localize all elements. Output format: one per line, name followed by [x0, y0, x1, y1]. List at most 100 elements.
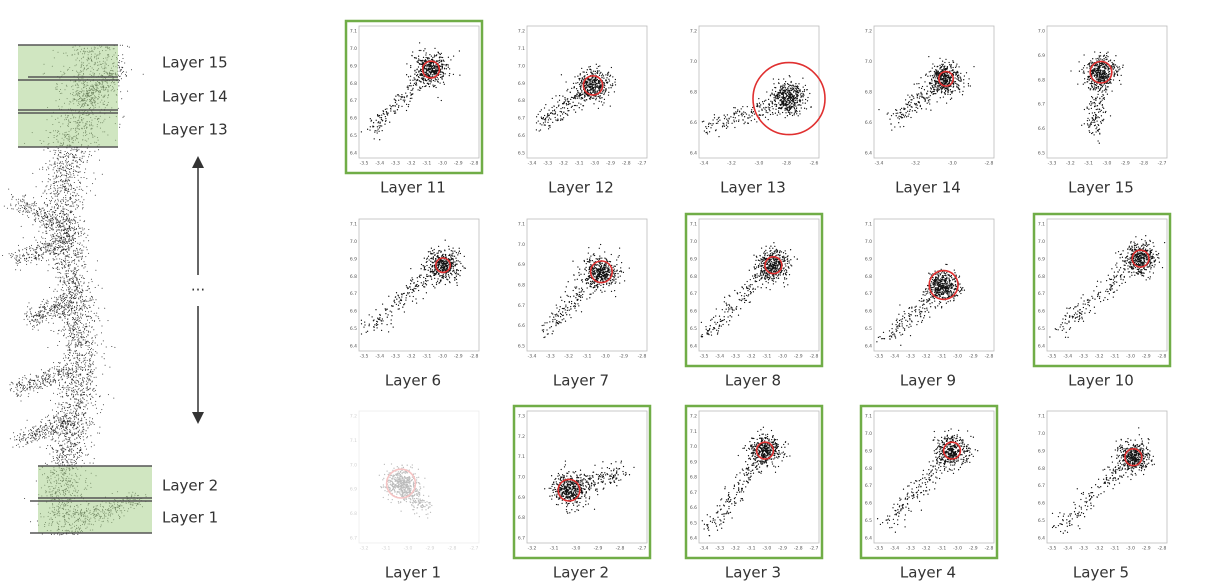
x-tick-label: -3.1 [762, 354, 771, 360]
y-tick-label: 6.7 [1038, 102, 1045, 108]
x-tick-label: -3.3 [546, 354, 555, 360]
x-tick-label: -3.3 [391, 354, 400, 360]
y-tick-label: 6.4 [865, 344, 872, 350]
plot-area [358, 218, 480, 352]
x-tick-label: -2.8 [985, 161, 994, 167]
y-tick-label: 6.8 [350, 511, 357, 517]
y-tick-label: 6.7 [350, 536, 357, 542]
y-tick-label: 6.7 [1038, 483, 1045, 489]
band-lines [18, 44, 152, 534]
x-tick-label: -3.2 [559, 161, 568, 167]
x-tick-label: -2.7 [1158, 161, 1167, 167]
y-tick-label: 7.2 [865, 29, 872, 35]
x-tick-label: -2.9 [1121, 161, 1130, 167]
x-tick-label: -3.2 [564, 354, 573, 360]
x-tick-label: -3.2 [528, 546, 537, 552]
y-tick-label: 6.8 [350, 81, 357, 87]
y-tick-label: 7.0 [690, 239, 697, 245]
y-tick-label: 6.7 [518, 303, 525, 309]
panel-caption: Layer 13 [720, 179, 786, 197]
selected-frame [684, 212, 824, 368]
y-tick-label: 6.6 [518, 133, 525, 139]
points [360, 239, 466, 335]
y-tick-label: 6.9 [350, 256, 357, 262]
y-tick-label: 6.9 [350, 487, 357, 493]
x-tick-label: -3.5 [700, 354, 709, 360]
selected-frame [684, 404, 824, 560]
panel-caption: Layer 10 [1068, 372, 1134, 390]
x-tick-label: -3.4 [1063, 354, 1072, 360]
ellipsis: ... [191, 277, 205, 295]
x-tick-label: -2.8 [470, 354, 479, 360]
y-tick-label: 7.1 [518, 454, 525, 460]
y-tick-label: 7.0 [518, 63, 525, 69]
x-tick-label: -3.2 [1066, 161, 1075, 167]
y-tick-label: 6.6 [690, 505, 697, 511]
y-tick-label: 6.5 [518, 151, 525, 157]
x-tick-label: -2.9 [454, 161, 463, 167]
points [378, 463, 433, 519]
y-tick-label: 6.8 [690, 475, 697, 481]
x-tick-label: -3.2 [747, 354, 756, 360]
y-tick-label: 6.4 [1038, 536, 1045, 542]
y-tick-label: 6.4 [690, 344, 697, 350]
y-tick-label: 7.1 [865, 222, 872, 228]
scatter-panel: -3.2 -3.1 -3.0 -2.9 -2.8 -2.7 6.7 6.8 6.9 7.0 7.1 7… [350, 410, 480, 552]
panel-caption: Layer 14 [895, 179, 961, 197]
y-tick-label: 6.8 [865, 90, 872, 96]
x-tick-label: -3.4 [875, 161, 884, 167]
x-tick-label: -2.9 [606, 161, 615, 167]
scatter-panel: -3.4 -3.3 -3.2 -3.1 -3.0 -2.9 -2.8 -2.7 6.4 6.5 6.… [690, 410, 820, 552]
x-tick-label: -2.8 [1158, 546, 1167, 552]
x-tick-label: -3.4 [890, 354, 899, 360]
plot-area [1046, 25, 1168, 159]
x-tick-label: -3.4 [1063, 546, 1072, 552]
y-tick-label: 7.2 [690, 29, 697, 35]
y-tick-label: 6.9 [1038, 53, 1045, 59]
plot-area [526, 218, 648, 352]
scatter-panel: -3.5 -3.4 -3.3 -3.2 -3.1 -3.0 -2.9 -2.8 6.4 6.5 6.… [350, 25, 480, 167]
y-tick-label: 6.6 [1038, 126, 1045, 132]
y-tick-label: 7.1 [690, 429, 697, 435]
panel-caption: Layer 3 [725, 564, 781, 582]
plot-area [358, 410, 480, 544]
y-tick-label: 6.8 [350, 274, 357, 280]
highlight-circle [1124, 448, 1143, 467]
x-tick-label: -3.2 [727, 161, 736, 167]
x-tick-label: -3.4 [715, 354, 724, 360]
x-tick-label: -3.2 [922, 354, 931, 360]
x-tick-label: -3.0 [1126, 354, 1135, 360]
y-tick-label: 6.6 [1038, 501, 1045, 507]
y-tick-label: 7.1 [1038, 222, 1045, 228]
y-tick-label: 6.8 [518, 283, 525, 289]
x-tick-label: -2.9 [969, 354, 978, 360]
y-tick-label: 7.2 [690, 414, 697, 420]
scatter-panel: -3.5 -3.4 -3.3 -3.2 -3.1 -3.0 -2.9 -2.8 6.4 6.5 6.… [690, 218, 820, 360]
y-tick-label: 6.4 [350, 151, 357, 157]
highlight-circle [557, 478, 581, 502]
y-tick-label: 7.1 [350, 222, 357, 228]
panel-caption: Layer 12 [548, 179, 614, 197]
x-tick-label: -2.8 [622, 161, 631, 167]
x-tick-label: -3.5 [360, 354, 369, 360]
highlight-circle [589, 260, 614, 284]
x-tick-label: -3.1 [1084, 161, 1093, 167]
y-tick-label: 6.8 [865, 274, 872, 280]
y-tick-label: 6.6 [518, 323, 525, 329]
y-tick-label: 7.2 [518, 434, 525, 440]
y-tick-label: 7.0 [518, 475, 525, 481]
x-tick-label: -3.2 [407, 354, 416, 360]
x-tick-label: -3.0 [948, 161, 957, 167]
x-tick-label: -3.4 [528, 161, 537, 167]
scatter-panel: -3.2 -3.1 -3.0 -2.9 -2.8 -2.7 6.7 6.8 6.9 7.0 7.1 7… [518, 410, 648, 552]
x-tick-label: -3.1 [550, 546, 559, 552]
y-tick-label: 7.1 [518, 46, 525, 52]
x-tick-label: -3.0 [1126, 546, 1135, 552]
x-tick-label: -2.8 [448, 546, 457, 552]
y-tick-label: 6.6 [865, 501, 872, 507]
panel-caption: Layer 2 [553, 564, 609, 582]
highlight-circle [434, 257, 451, 274]
x-tick-label: -3.2 [922, 546, 931, 552]
plot-area [698, 410, 820, 544]
